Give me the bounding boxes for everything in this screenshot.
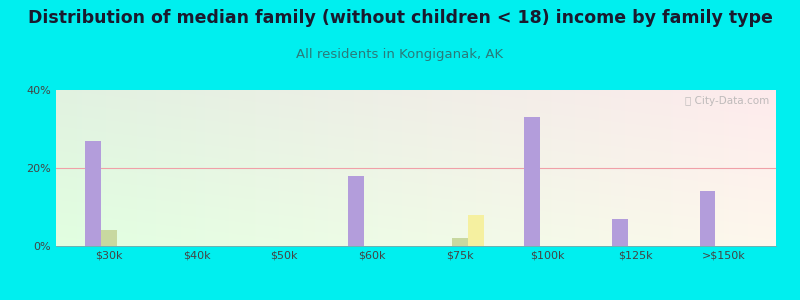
Bar xyxy=(101,230,117,246)
Text: Distribution of median family (without children < 18) income by family type: Distribution of median family (without c… xyxy=(27,9,773,27)
Bar xyxy=(468,215,484,246)
Bar xyxy=(452,238,468,246)
Text: All residents in Kongiganak, AK: All residents in Kongiganak, AK xyxy=(297,48,503,61)
Bar xyxy=(348,176,364,246)
Bar xyxy=(612,219,628,246)
Bar xyxy=(85,141,101,246)
Text: ⓘ City-Data.com: ⓘ City-Data.com xyxy=(685,96,769,106)
Bar xyxy=(524,117,540,246)
Bar xyxy=(700,191,715,246)
